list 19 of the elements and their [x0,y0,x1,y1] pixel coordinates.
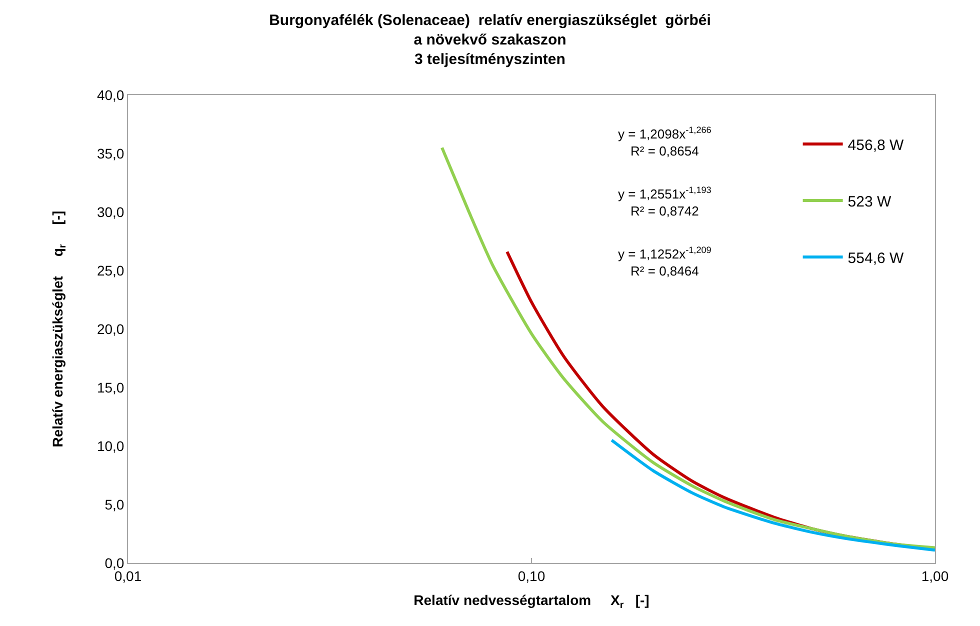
legend-label: 456,8 W [848,136,905,154]
x-axis-title: Relatív nedvességtartalom X$_{r}$ [-] [414,592,650,612]
annotation: y = 1,1252x$^{-1,209}$ R² = 0,8464 [618,245,712,278]
legend-label: 523 W [848,193,892,210]
x-tick-label: 0,10 [518,568,546,584]
legend-label: 554,6 W [848,250,905,267]
chart-title: Burgonyafélék (Solenaceae) relatív energiaszükséglet görbéi a növekvő szakaszon 3 teljesítményszinten [269,12,711,68]
annotation: y = 1,2098x$^{-1,266}$ R² = 0,8654 [618,125,712,158]
y-tick-label: 30,0 [96,204,124,220]
y-tick-label: 40,0 [96,86,124,103]
x-tick-label: 1,00 [921,568,949,584]
y-tick-label: 5,0 [104,496,124,512]
y-tick-label: 35,0 [96,145,124,162]
y-tick-label: 0,0 [104,554,124,571]
y-tick-label: 20,0 [96,320,124,337]
y-tick-label: 15,0 [96,379,124,396]
y-tick-label: 25,0 [96,262,124,278]
y-tick-label: 10,0 [96,438,124,454]
annotation: y = 1,2551x$^{-1,193}$ R² = 0,8742 [618,185,712,218]
